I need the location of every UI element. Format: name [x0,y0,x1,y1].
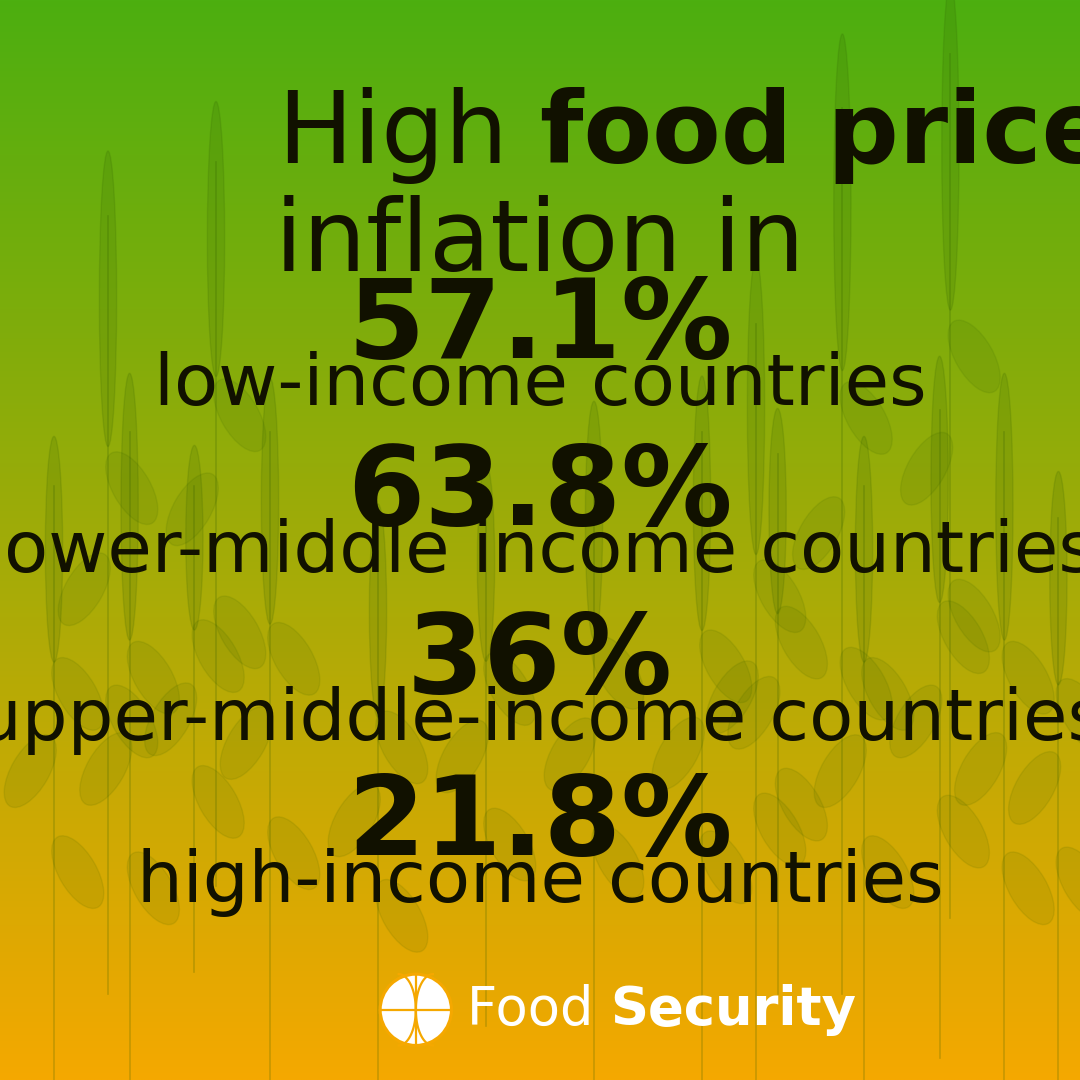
Ellipse shape [754,793,806,866]
Ellipse shape [1056,678,1080,752]
Ellipse shape [754,559,806,633]
Ellipse shape [369,504,387,717]
Text: 21.8%: 21.8% [348,770,732,878]
Ellipse shape [484,652,536,726]
Ellipse shape [52,658,104,730]
Ellipse shape [1009,752,1061,824]
Ellipse shape [890,685,942,758]
Ellipse shape [948,320,1000,393]
Ellipse shape [775,768,827,841]
Ellipse shape [376,711,428,784]
Text: 57.1%: 57.1% [348,273,732,381]
Ellipse shape [942,0,959,310]
Ellipse shape [328,784,380,856]
Ellipse shape [436,720,488,793]
Ellipse shape [145,683,197,756]
Ellipse shape [592,824,644,897]
Ellipse shape [775,606,827,679]
Text: high-income countries: high-income countries [137,848,943,917]
Ellipse shape [901,432,953,505]
Ellipse shape [127,642,179,714]
Text: 63.8%: 63.8% [348,441,732,549]
Ellipse shape [700,831,752,904]
Ellipse shape [855,436,873,662]
Ellipse shape [834,33,851,370]
Ellipse shape [214,379,266,451]
Ellipse shape [652,717,704,789]
Ellipse shape [166,473,218,545]
Ellipse shape [192,620,244,692]
Ellipse shape [747,259,765,554]
Ellipse shape [955,732,1007,806]
Ellipse shape [58,553,110,625]
Ellipse shape [814,734,866,808]
Ellipse shape [127,852,179,924]
Text: low-income countries: low-income countries [153,351,927,420]
Ellipse shape [544,718,596,791]
Text: Food: Food [467,984,610,1036]
Ellipse shape [376,879,428,953]
Text: upper-middle-income countries: upper-middle-income countries [0,686,1080,755]
Ellipse shape [862,836,914,908]
Ellipse shape [99,151,117,446]
Ellipse shape [937,795,989,868]
Ellipse shape [706,661,758,733]
Ellipse shape [700,630,752,703]
Ellipse shape [1002,642,1054,714]
Ellipse shape [80,732,132,806]
Ellipse shape [693,376,711,631]
Ellipse shape [261,378,279,624]
Ellipse shape [268,622,320,696]
Ellipse shape [106,685,158,758]
Text: inflation in: inflation in [275,194,805,292]
Ellipse shape [793,497,845,569]
Ellipse shape [728,676,780,750]
Ellipse shape [4,734,56,808]
Ellipse shape [106,451,158,525]
Ellipse shape [484,808,536,881]
Ellipse shape [220,706,272,780]
Ellipse shape [931,356,948,603]
Ellipse shape [192,766,244,838]
Text: High: High [279,86,540,184]
Ellipse shape [769,408,786,613]
Ellipse shape [948,579,1000,652]
Ellipse shape [996,374,1013,640]
Ellipse shape [214,596,266,669]
Ellipse shape [1002,852,1054,924]
Ellipse shape [937,600,989,674]
Ellipse shape [477,464,495,661]
Ellipse shape [268,816,320,890]
Ellipse shape [840,647,892,720]
Ellipse shape [1050,472,1067,685]
Ellipse shape [186,445,203,630]
Ellipse shape [1056,847,1080,920]
Ellipse shape [592,636,644,710]
Ellipse shape [840,381,892,455]
Ellipse shape [121,374,138,640]
Text: food price: food price [540,86,1080,184]
Ellipse shape [52,836,104,908]
Text: lower-middle income countries: lower-middle income countries [0,518,1080,588]
Ellipse shape [207,102,225,377]
Ellipse shape [585,402,603,639]
Ellipse shape [862,658,914,730]
Circle shape [380,974,451,1045]
Text: Security: Security [610,984,856,1036]
Ellipse shape [45,436,63,662]
Text: 36%: 36% [407,608,673,716]
